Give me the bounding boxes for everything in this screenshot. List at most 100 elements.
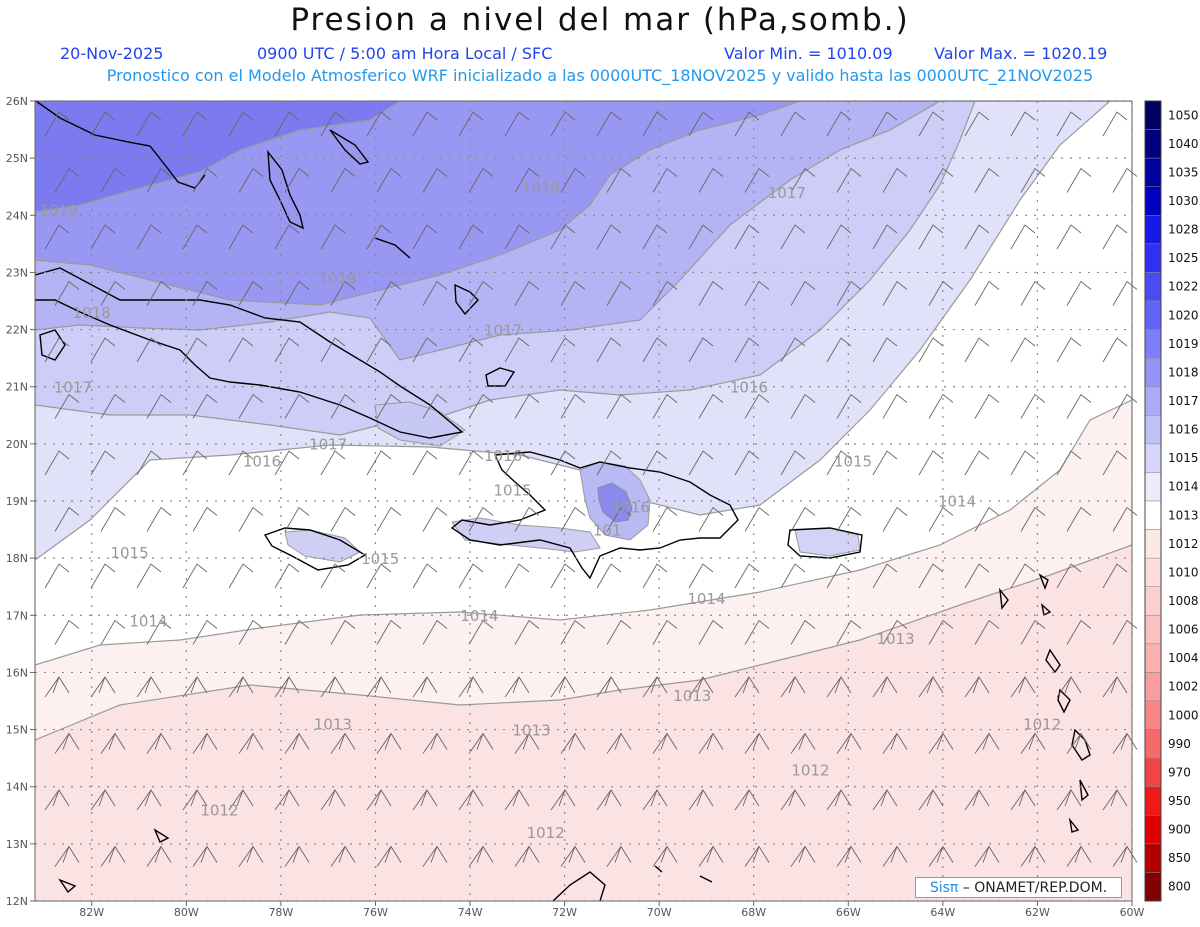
wind-barb <box>100 845 126 867</box>
wind-barb <box>284 167 310 193</box>
wind-barb <box>872 789 898 811</box>
max-value: Valor Max. = 1020.19 <box>934 44 1108 63</box>
wind-barb <box>652 732 678 754</box>
lon-label: 78W <box>268 906 293 919</box>
contour-label: 1017 <box>54 378 92 396</box>
lat-label: 12N <box>6 895 28 908</box>
wind-barb <box>688 789 714 811</box>
wind-barb <box>928 393 954 419</box>
wind-barb <box>790 619 816 645</box>
colorbar-swatch <box>1144 272 1162 302</box>
colorbar-label: 1010 <box>1168 565 1199 579</box>
wind-barb <box>376 506 402 532</box>
colorbar-swatch <box>1144 100 1162 130</box>
contour-label: 1014 <box>129 613 167 631</box>
wind-barb <box>964 676 990 698</box>
colorbar-frame <box>1144 100 1162 902</box>
wind-barb <box>688 224 714 250</box>
wind-barb <box>974 167 1000 193</box>
pressure-fill-1019 <box>35 101 402 213</box>
wind-barb <box>274 563 300 589</box>
wind-barb <box>642 337 668 363</box>
colorbar-swatch <box>1144 215 1162 245</box>
colorbar-label: 1040 <box>1168 137 1199 151</box>
wind-barb <box>182 450 208 476</box>
wind-barb <box>468 167 494 193</box>
wind-barb <box>90 224 116 250</box>
wind-barb <box>366 789 392 811</box>
wind-barb <box>606 506 632 532</box>
coastline-bahamas-south <box>374 237 516 387</box>
wind-barb <box>688 563 714 589</box>
wind-barb <box>458 563 484 589</box>
colorbar-swatch <box>1144 586 1162 616</box>
coastline-eleuthera <box>329 129 370 165</box>
wind-barb <box>780 224 806 250</box>
wind-barb <box>928 167 954 193</box>
wind-barb <box>1112 506 1138 532</box>
colorbar-label: 1025 <box>1168 251 1199 265</box>
wind-barb <box>734 450 760 476</box>
lon-label: 76W <box>363 906 388 919</box>
wind-barb <box>468 732 494 754</box>
wind-barb <box>90 676 116 698</box>
contour-label: 1013 <box>314 716 352 734</box>
wind-barb <box>826 337 852 363</box>
wind-barb <box>918 563 944 589</box>
wind-barb <box>422 506 448 532</box>
colorbar-swatch <box>1144 729 1162 759</box>
contour-label: 1018 <box>319 270 357 288</box>
wind-barb <box>1066 732 1092 754</box>
wind-barb <box>136 111 162 137</box>
wind-barb <box>836 393 862 419</box>
wind-barb <box>54 845 80 867</box>
wind-barb <box>514 167 540 193</box>
lat-label: 15N <box>6 724 28 737</box>
wind-barb <box>376 393 402 419</box>
wind-barb <box>596 450 622 476</box>
contour-label: 1017 <box>768 184 806 202</box>
colorbar-label: 1020 <box>1168 308 1199 322</box>
wind-barb <box>136 676 162 698</box>
wind-barb <box>238 280 264 306</box>
colorbar-label: 1035 <box>1168 165 1199 179</box>
wind-barb <box>330 845 356 867</box>
wind-barb <box>182 224 208 250</box>
colorbar-label: 1013 <box>1168 508 1199 522</box>
wind-barb <box>514 845 540 867</box>
wind-barb <box>192 732 218 754</box>
wind-barb <box>882 506 908 532</box>
colorbar-swatch <box>1144 329 1162 359</box>
contour-label: 1015 <box>361 550 399 568</box>
contour-label: 1019 <box>40 201 78 219</box>
wind-barb <box>366 224 392 250</box>
wind-barb <box>698 506 724 532</box>
wind-barb <box>974 732 1000 754</box>
wind-barb <box>284 845 310 867</box>
wind-barb <box>320 337 346 363</box>
wind-barb <box>596 563 622 589</box>
wind-barb <box>596 224 622 250</box>
colorbar-swatch <box>1144 357 1162 387</box>
contour-label: 1018 <box>73 304 111 322</box>
wind-barb <box>238 845 264 867</box>
wind-barb <box>1056 789 1082 811</box>
contour-label: 1015 <box>110 544 148 562</box>
wind-barb <box>698 619 724 645</box>
wind-barb <box>872 450 898 476</box>
wind-barb <box>1010 111 1036 137</box>
wind-barb <box>974 506 1000 532</box>
colorbar-label: 1008 <box>1168 594 1199 608</box>
wind-barb <box>790 845 816 867</box>
wind-barb <box>698 280 724 306</box>
wind-barb <box>1066 167 1092 193</box>
wind-barb <box>44 563 70 589</box>
wind-barb <box>54 393 80 419</box>
wind-barb <box>642 450 668 476</box>
wind-barb <box>376 280 402 306</box>
lat-label: 21N <box>6 381 28 394</box>
colorbar-swatch <box>1144 700 1162 730</box>
wind-barb <box>790 506 816 532</box>
wind-barb <box>1066 506 1092 532</box>
contour-label: 1012 <box>200 801 238 819</box>
